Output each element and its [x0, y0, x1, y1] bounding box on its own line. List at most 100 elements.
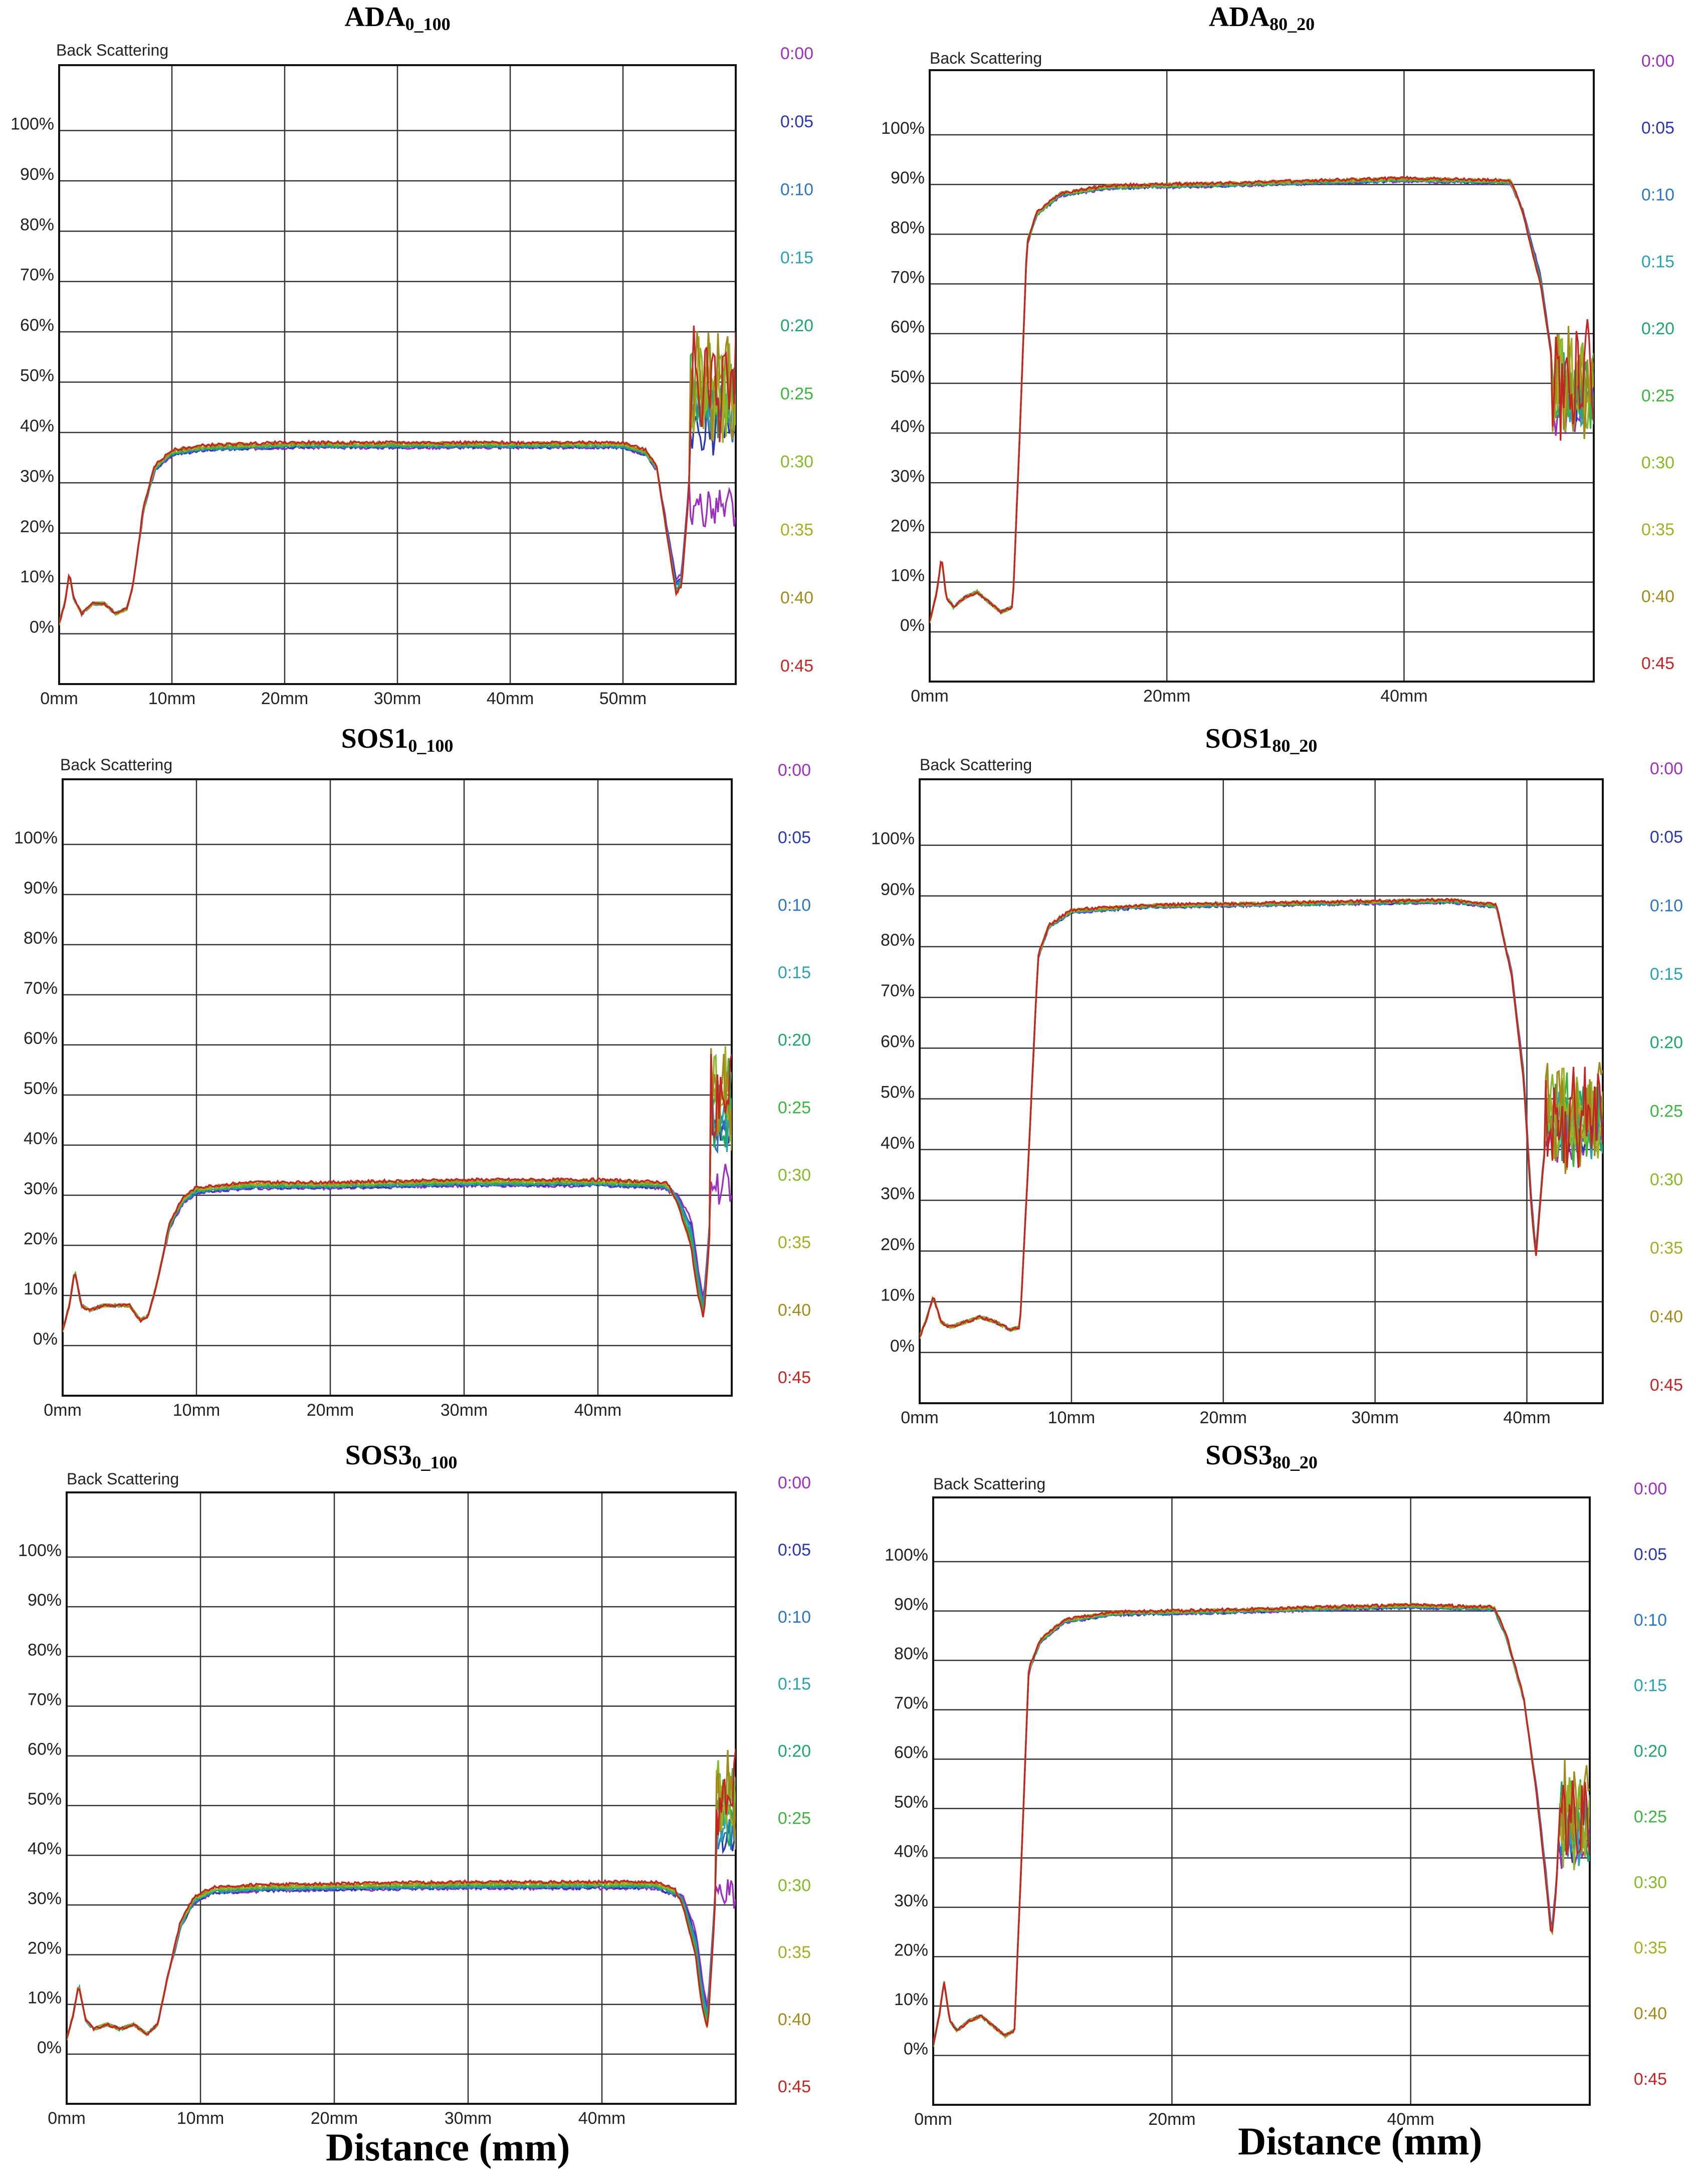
y-tick-label: 10%	[20, 567, 54, 586]
y-tick-label: 90%	[881, 880, 915, 899]
x-tick-label: 30mm	[1351, 1408, 1398, 1427]
legend-entry: 0:35	[1641, 520, 1674, 539]
y-tick-label: 0%	[890, 1337, 915, 1356]
series-line-005	[933, 1605, 1590, 2046]
x-axis: 0mm 10mm 20mm 30mm 40mm	[901, 1408, 1551, 1427]
legend-entry: 0:20	[1650, 1033, 1683, 1052]
y-tick-label: 0%	[30, 618, 54, 637]
legend-entry: 0:25	[778, 1809, 811, 1828]
axis-title: Back Scattering	[60, 756, 173, 774]
legend-entry: 0:40	[778, 1300, 811, 1320]
legend-entry: 0:45	[1650, 1376, 1683, 1395]
y-tick-label: 100%	[871, 829, 915, 848]
legend: 0:00 0:05 0:10 0:15 0:20 0:25 0:30 0:35 0:40 0:45	[778, 761, 811, 1387]
x-tick-label: 10mm	[173, 1401, 220, 1420]
legend-entry: 0:25	[1634, 1807, 1667, 1826]
x-tick-label: 40mm	[578, 2109, 625, 2128]
y-tick-label: 80%	[881, 931, 915, 950]
y-tick-label: 90%	[24, 879, 58, 898]
legend-entry: 0:35	[1634, 1938, 1667, 1957]
y-tick-label: 80%	[28, 1640, 62, 1659]
y-tick-label: 60%	[891, 318, 925, 337]
legend-entry: 0:35	[778, 1233, 811, 1252]
y-tick-label: 100%	[885, 1546, 928, 1565]
legend-entry: 0:15	[1650, 965, 1683, 984]
x-tick-label: 20mm	[1143, 687, 1190, 706]
series-line-045	[67, 1749, 736, 2040]
y-tick-label: 20%	[881, 1235, 915, 1254]
x-tick-label: 40mm	[487, 689, 534, 708]
y-tick-label: 0%	[904, 2039, 928, 2058]
y-tick-label: 90%	[28, 1591, 62, 1610]
series-group	[930, 175, 1594, 623]
legend-entry: 0:10	[1650, 896, 1683, 915]
y-axis: 0% 10% 20% 30% 40% 50% 60% 70% 80% 90% 100%	[18, 1541, 62, 2057]
series-line-030	[933, 1603, 1590, 2045]
legend-entry: 0:15	[778, 1675, 811, 1694]
y-tick-label: 70%	[891, 268, 925, 287]
legend-entry: 0:45	[780, 657, 813, 676]
axis-title: Back Scattering	[56, 41, 169, 59]
x-axis: 0mm 10mm 20mm 30mm 40mm	[44, 1401, 621, 1420]
y-axis: 0% 10% 20% 30% 40% 50% 60% 70% 80% 90% 100%	[14, 828, 58, 1349]
legend-entry: 0:30	[1634, 1873, 1667, 1892]
legend-entry: 0:15	[1641, 253, 1674, 272]
grid	[932, 1497, 1590, 2106]
legend-entry: 0:35	[778, 1943, 811, 1962]
x-tick-label: 0mm	[44, 1401, 82, 1420]
x-tick-label: 0mm	[40, 689, 78, 708]
legend-entry: 0:20	[778, 1742, 811, 1761]
x-tick-label: 40mm	[1503, 1408, 1550, 1427]
plot-frame	[62, 778, 733, 1397]
legend-entry: 0:00	[1641, 52, 1674, 71]
y-tick-label: 50%	[881, 1083, 915, 1102]
legend-entry: 0:25	[778, 1098, 811, 1117]
y-tick-label: 10%	[891, 566, 925, 585]
series-line-045	[920, 897, 1603, 1338]
x-tick-label: 0mm	[914, 2110, 952, 2129]
legend-entry: 0:05	[778, 1541, 811, 1560]
x-tick-label: 30mm	[441, 1401, 488, 1420]
x-axis-label-left: Distance (mm)	[326, 2125, 570, 2169]
legend-entry: 0:20	[778, 1031, 811, 1050]
y-tick-label: 20%	[891, 516, 925, 535]
legend-entry: 0:15	[778, 963, 811, 982]
series-line-035	[933, 1603, 1590, 2045]
legend-entry: 0:00	[778, 1473, 811, 1492]
y-tick-label: 50%	[28, 1790, 62, 1809]
series-line-020	[933, 1604, 1590, 2047]
legend: 0:00 0:05 0:10 0:15 0:20 0:25 0:30 0:35 0:40 0:45	[1641, 52, 1674, 673]
y-tick-label: 100%	[18, 1541, 62, 1560]
legend-entry: 0:00	[1650, 759, 1683, 778]
series-line-045	[59, 325, 736, 623]
y-tick-label: 10%	[881, 1286, 915, 1305]
x-tick-label: 0mm	[911, 687, 949, 706]
legend-entry: 0:15	[780, 248, 813, 267]
legend-entry: 0:40	[778, 2010, 811, 2029]
x-tick-label: 20mm	[1200, 1408, 1247, 1427]
legend-entry: 0:35	[1650, 1239, 1683, 1258]
series-line-045	[63, 1054, 732, 1331]
legend-entry: 0:05	[1634, 1545, 1667, 1564]
y-tick-label: 50%	[20, 366, 54, 385]
chart-title: SOS30_100	[345, 1440, 458, 1472]
x-axis: 0mm 20mm 40mm	[911, 687, 1427, 706]
x-tick-label: 40mm	[1387, 2110, 1434, 2129]
legend-entry: 0:10	[780, 180, 813, 199]
x-tick-label: 50mm	[599, 689, 647, 708]
y-tick-label: 70%	[881, 981, 915, 1000]
axis-title: Back Scattering	[920, 756, 1032, 774]
legend-entry: 0:05	[780, 112, 813, 131]
y-tick-label: 40%	[894, 1842, 928, 1861]
y-tick-label: 0%	[33, 1330, 58, 1349]
x-axis-label-right: Distance (mm)	[1238, 2119, 1482, 2163]
legend-entry: 0:20	[780, 316, 813, 335]
y-tick-label: 40%	[28, 1839, 62, 1858]
y-axis: 0% 10% 20% 30% 40% 50% 60% 70% 80% 90% 100%	[871, 829, 915, 1356]
y-tick-label: 40%	[891, 417, 925, 436]
axis-title: Back Scattering	[933, 1475, 1046, 1493]
series-line-045	[930, 175, 1594, 621]
